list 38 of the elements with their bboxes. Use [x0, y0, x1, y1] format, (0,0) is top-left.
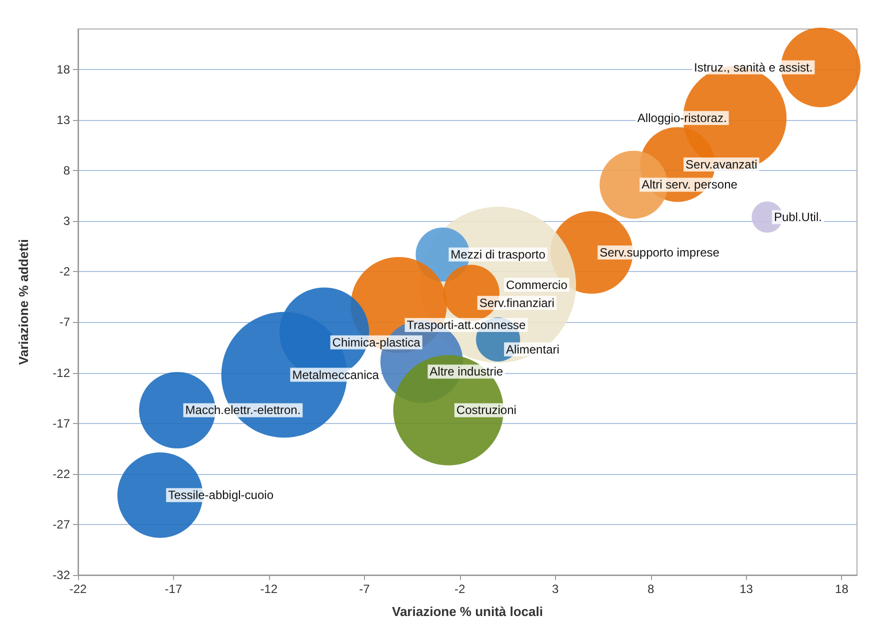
x-tick-label: 8 — [647, 582, 654, 596]
annotation: Altri serv. persone — [642, 178, 738, 192]
annotation: Commercio — [506, 278, 568, 292]
y-tick-label: -17 — [52, 416, 70, 430]
annotation: Metalmeccanica — [292, 368, 380, 382]
x-tick-label: 18 — [835, 582, 849, 596]
annotation: Trasporti-att.connesse — [406, 318, 526, 332]
y-tick-label: -2 — [59, 264, 70, 279]
annotation: Istruz., sanità e assist. — [694, 60, 813, 74]
x-tick-label: -17 — [164, 582, 182, 596]
annotation: Alloggio-ristoraz. — [637, 110, 727, 125]
annotation: Serv.avanzati — [686, 157, 758, 172]
annotation: Alimentari — [506, 342, 560, 356]
x-axis-title: Variazione % unità locali — [392, 604, 543, 619]
x-tick-label: -7 — [359, 582, 370, 596]
y-tick-label: 3 — [63, 214, 70, 228]
annotation: Serv.finanziari — [479, 296, 554, 310]
y-tick-label: -27 — [52, 517, 70, 532]
y-tick-label: -32 — [52, 568, 70, 582]
y-tick-label: -12 — [52, 366, 70, 380]
annotation: Macch.elettr.-elettron. — [185, 403, 301, 418]
annotation: Chimica-plastica — [332, 335, 421, 350]
annotation: Altre industrie — [430, 364, 504, 379]
annotation: Tessile-abbigl-cuoio — [168, 488, 274, 502]
y-axis-title: Variazione % addetti — [16, 239, 31, 365]
annotation: Serv.supporto imprese — [600, 245, 720, 260]
x-tick-label: -12 — [260, 582, 278, 596]
annotation: Publ.Util. — [774, 210, 822, 224]
x-tick-label: 3 — [552, 582, 559, 596]
y-tick-label: 8 — [63, 164, 70, 178]
annotation: Mezzi di trasporto — [450, 247, 546, 262]
x-tick-label: -2 — [454, 582, 466, 596]
y-tick-label: 18 — [56, 62, 70, 76]
y-tick-label: -7 — [59, 315, 70, 330]
y-tick-label: -22 — [52, 466, 70, 481]
x-tick-label: 13 — [740, 582, 754, 596]
y-tick-label: 13 — [56, 113, 70, 127]
annotation: Costruzioni — [456, 403, 516, 418]
